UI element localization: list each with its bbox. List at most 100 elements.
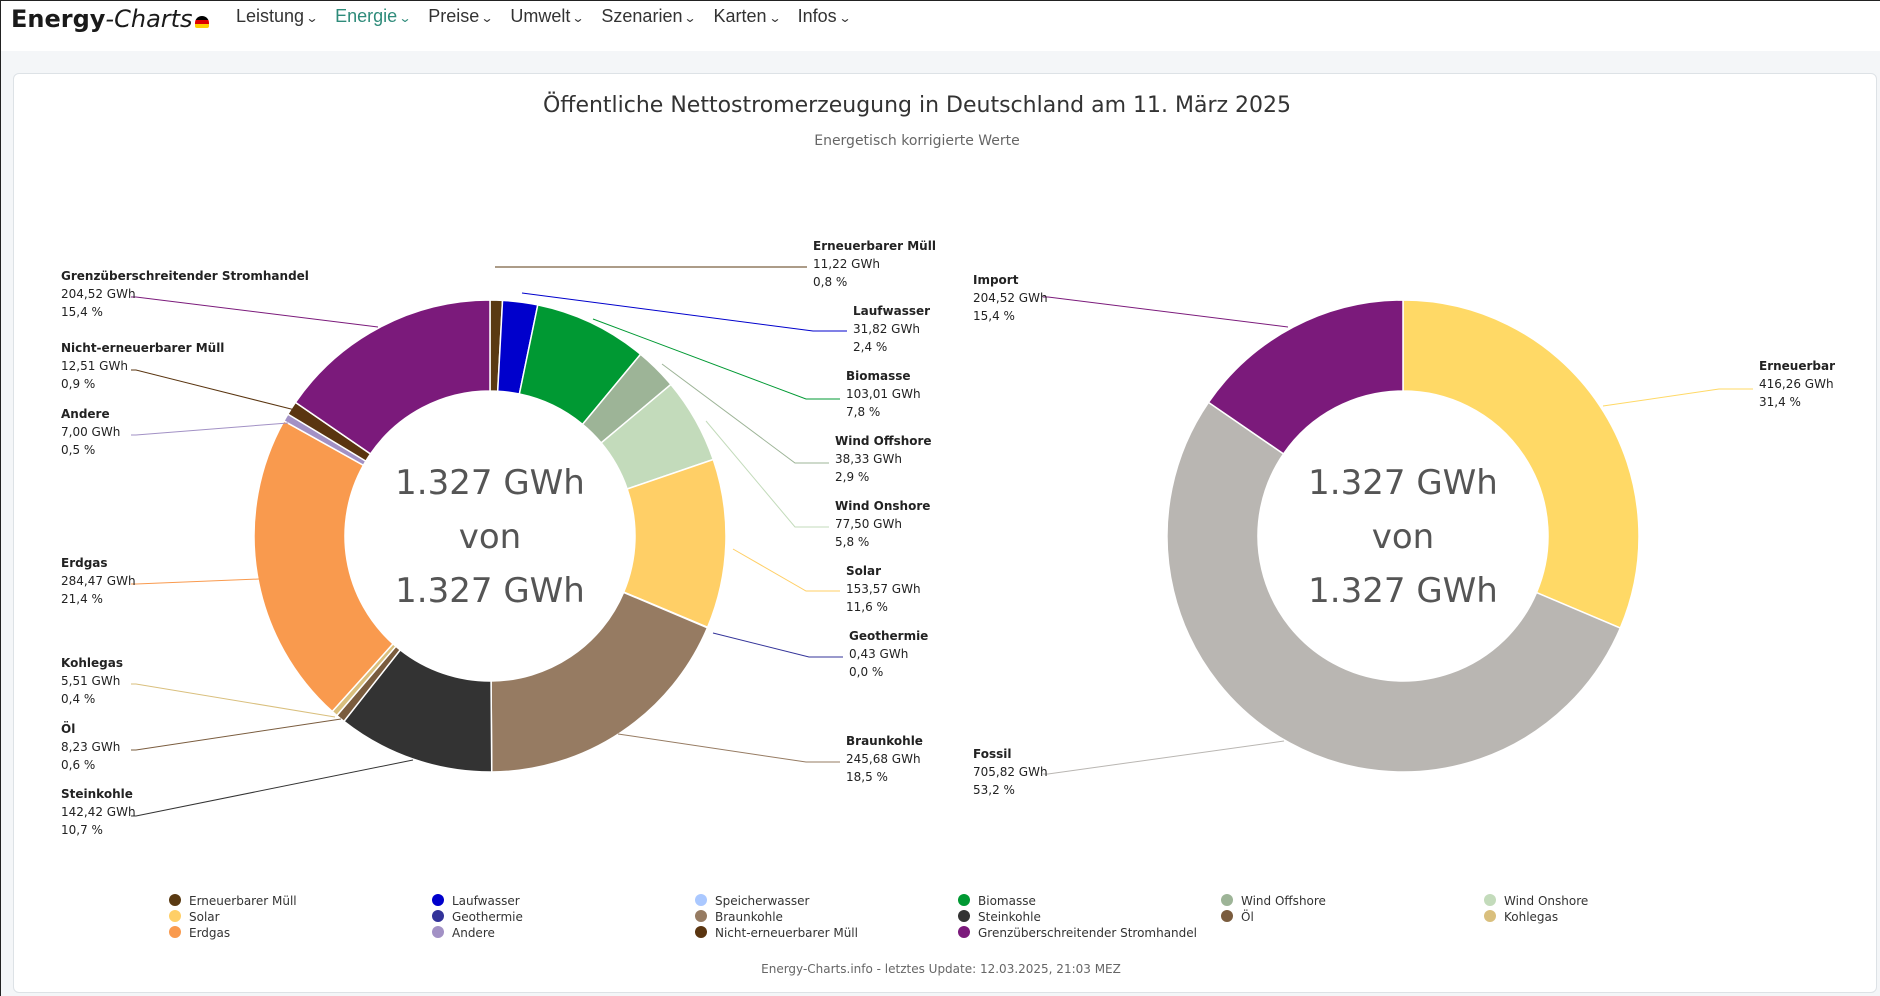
leader-line bbox=[712, 632, 843, 658]
slice-label-percent: 10,7 % bbox=[61, 823, 103, 837]
pie-slice[interactable] bbox=[1207, 299, 1404, 455]
legend-item[interactable]: Speicherwasser bbox=[695, 894, 809, 908]
slice-label-name: Wind Onshore bbox=[835, 499, 930, 513]
legend-swatch bbox=[432, 910, 444, 922]
slice-label-name: Öl bbox=[61, 721, 75, 736]
slice-label-name: Import bbox=[973, 273, 1019, 287]
slice-label-percent: 11,6 % bbox=[846, 600, 888, 614]
slice-label-percent: 0,4 % bbox=[61, 692, 95, 706]
top-navbar: Energy-Charts Leistung⌄ Energie⌄ Preise⌄ Um… bbox=[1, 1, 1880, 51]
chevron-down-icon: ⌄ bbox=[480, 11, 494, 25]
slice-label-name: Erdgas bbox=[61, 556, 108, 570]
legend-item[interactable]: Nicht-erneuerbarer Müll bbox=[695, 926, 858, 940]
legend-item[interactable]: Grenzüberschreitender Stromhandel bbox=[958, 926, 1197, 940]
leader-line bbox=[1043, 740, 1285, 775]
nav-item-6[interactable]: Infos⌄ bbox=[789, 6, 859, 27]
pie-center-text: von bbox=[459, 517, 521, 557]
pie-slice[interactable] bbox=[1402, 299, 1640, 630]
legend-label: Geothermie bbox=[452, 910, 523, 924]
energy-charts-logo[interactable]: Energy-Charts bbox=[11, 5, 209, 33]
slice-label-percent: 53,2 % bbox=[973, 783, 1015, 797]
legend-swatch bbox=[695, 910, 707, 922]
slice-label-value: 103,01 GWh bbox=[846, 387, 921, 401]
legend-label: Biomasse bbox=[978, 894, 1036, 908]
slice-label-name: Laufwasser bbox=[853, 304, 930, 318]
slice-label-name: Andere bbox=[61, 407, 110, 421]
slice-label-value: 31,82 GWh bbox=[853, 322, 920, 336]
legend-swatch bbox=[169, 894, 181, 906]
pie-slice[interactable] bbox=[253, 419, 395, 713]
slice-label-percent: 0,8 % bbox=[813, 275, 847, 289]
legend-label: Wind Offshore bbox=[1241, 894, 1326, 908]
leader-line bbox=[131, 422, 289, 436]
nav-item-label: Preise bbox=[428, 6, 480, 26]
slice-label-value: 204,52 GWh bbox=[61, 287, 136, 301]
legend-swatch bbox=[1484, 910, 1496, 922]
slice-label-value: 245,68 GWh bbox=[846, 752, 921, 766]
legend-item[interactable]: Solar bbox=[169, 910, 220, 924]
logo-text-charts: Charts bbox=[114, 5, 193, 33]
slice-label-value: 142,42 GWh bbox=[61, 805, 136, 819]
slice-label-value: 77,50 GWh bbox=[835, 517, 902, 531]
slice-label-percent: 0,0 % bbox=[849, 665, 883, 679]
slice-label-value: 284,47 GWh bbox=[61, 574, 136, 588]
slice-label-name: Solar bbox=[846, 564, 881, 578]
nav-item-label: Szenarien bbox=[601, 6, 683, 26]
slice-label-value: 11,22 GWh bbox=[813, 257, 880, 271]
slice-label-percent: 18,5 % bbox=[846, 770, 888, 784]
slice-label-value: 204,52 GWh bbox=[973, 291, 1048, 305]
slice-label-value: 38,33 GWh bbox=[835, 452, 902, 466]
slice-label-percent: 0,9 % bbox=[61, 377, 95, 391]
nav-item-3[interactable]: Umwelt⌄ bbox=[501, 6, 592, 27]
slice-label-value: 153,57 GWh bbox=[846, 582, 921, 596]
legend-label: Grenzüberschreitender Stromhandel bbox=[978, 926, 1197, 940]
leader-line bbox=[732, 548, 840, 592]
slice-label-percent: 0,5 % bbox=[61, 443, 95, 457]
chart-subtitle: Energetisch korrigierte Werte bbox=[814, 133, 1020, 149]
legend-item[interactable]: Erneuerbarer Müll bbox=[169, 894, 297, 908]
slice-label-percent: 0,6 % bbox=[61, 758, 95, 772]
pie-center-text: 1.327 GWh bbox=[1308, 571, 1498, 611]
legend-item[interactable]: Braunkohle bbox=[695, 910, 783, 924]
nav-item-5[interactable]: Karten⌄ bbox=[705, 6, 789, 27]
leader-line bbox=[661, 363, 829, 464]
legend-item[interactable]: Erdgas bbox=[169, 926, 230, 940]
slice-label-percent: 15,4 % bbox=[61, 305, 103, 319]
slice-label-name: Erneuerbarer Müll bbox=[813, 239, 936, 253]
legend-item[interactable]: Wind Onshore bbox=[1484, 894, 1588, 908]
pie-slice[interactable] bbox=[294, 299, 491, 455]
legend-item[interactable]: Wind Offshore bbox=[1221, 894, 1326, 908]
nav-item-4[interactable]: Szenarien⌄ bbox=[592, 6, 704, 27]
nav-item-2[interactable]: Preise⌄ bbox=[419, 6, 501, 27]
pie-slice[interactable] bbox=[490, 591, 709, 773]
legend-item[interactable]: Kohlegas bbox=[1484, 910, 1558, 924]
legend-swatch bbox=[169, 926, 181, 938]
slice-label-value: 7,00 GWh bbox=[61, 425, 120, 439]
nav-item-0[interactable]: Leistung⌄ bbox=[227, 6, 326, 27]
legend-swatch bbox=[432, 926, 444, 938]
pie-slice[interactable] bbox=[1166, 401, 1622, 773]
nav-item-1[interactable]: Energie⌄ bbox=[326, 6, 419, 27]
leader-line bbox=[1602, 388, 1753, 407]
legend-item[interactable]: Andere bbox=[432, 926, 495, 940]
slice-label-value: 416,26 GWh bbox=[1759, 377, 1834, 391]
legend-swatch bbox=[958, 910, 970, 922]
nav-item-label: Karten bbox=[713, 6, 767, 26]
legend-label: Kohlegas bbox=[1504, 910, 1559, 924]
legend-item[interactable]: Geothermie bbox=[432, 910, 523, 924]
chevron-down-icon: ⌄ bbox=[768, 11, 782, 25]
chevron-down-icon: ⌄ bbox=[838, 11, 852, 25]
legend-item[interactable]: Öl bbox=[1221, 910, 1254, 924]
slice-label-value: 705,82 GWh bbox=[973, 765, 1048, 779]
chevron-down-icon: ⌄ bbox=[571, 11, 585, 25]
legend-item[interactable]: Laufwasser bbox=[432, 894, 520, 908]
slice-label-name: Wind Offshore bbox=[835, 434, 932, 448]
legend-label: Speicherwasser bbox=[715, 894, 810, 908]
legend-swatch bbox=[1221, 894, 1233, 906]
legend-label: Nicht-erneuerbarer Müll bbox=[715, 926, 858, 940]
legend-item[interactable]: Steinkohle bbox=[958, 910, 1041, 924]
legend-swatch bbox=[432, 894, 444, 906]
legend-label: Braunkohle bbox=[715, 910, 783, 924]
legend-item[interactable]: Biomasse bbox=[958, 894, 1036, 908]
legend-label: Andere bbox=[452, 926, 495, 940]
